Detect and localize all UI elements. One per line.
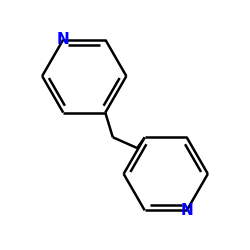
Text: N: N bbox=[180, 203, 193, 218]
Text: N: N bbox=[57, 32, 70, 47]
